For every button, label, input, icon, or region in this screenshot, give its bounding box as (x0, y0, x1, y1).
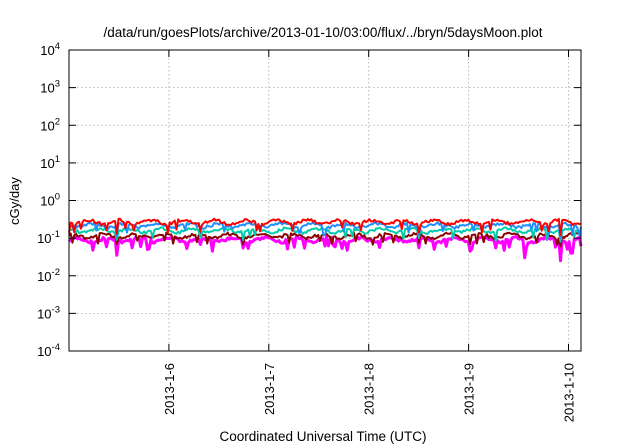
y-tick-label: 100 (40, 192, 60, 209)
y-tick-label: 103 (40, 79, 60, 96)
y-tick-label: 10-4 (37, 342, 60, 359)
series-line (68, 217, 582, 237)
y-tick-label: 101 (40, 154, 60, 171)
y-axis-label: cGy/day (7, 177, 22, 225)
y-tick-label: 104 (40, 41, 60, 58)
x-tick-label: 2013-1-9 (462, 363, 477, 415)
x-tick-label: 2013-1-8 (362, 363, 377, 415)
x-tick-label: 2013-1-6 (162, 363, 177, 415)
y-axis: 10-4 10-3 10-2 10-1 100 101 102 103 104 (37, 41, 581, 359)
series-line (68, 221, 582, 240)
grid (69, 50, 581, 351)
y-tick-label: 10-1 (37, 229, 60, 246)
y-tick-label: 102 (40, 116, 60, 133)
x-axis-label: Coordinated Universal Time (UTC) (219, 429, 426, 444)
series-group (67, 217, 583, 263)
y-tick-label: 10-2 (37, 267, 60, 284)
series-line (68, 226, 582, 243)
series-line (67, 235, 583, 263)
x-tick-label: 2013-1-10 (562, 363, 577, 422)
x-tick-label: 2013-1-7 (262, 363, 277, 415)
chart-title: /data/run/goesPlots/archive/2013-01-10/0… (103, 25, 542, 40)
x-axis: 2013-1-6 2013-1-7 2013-1-8 2013-1-9 2013-1-1… (162, 50, 577, 422)
y-tick-label: 10-3 (37, 304, 60, 321)
